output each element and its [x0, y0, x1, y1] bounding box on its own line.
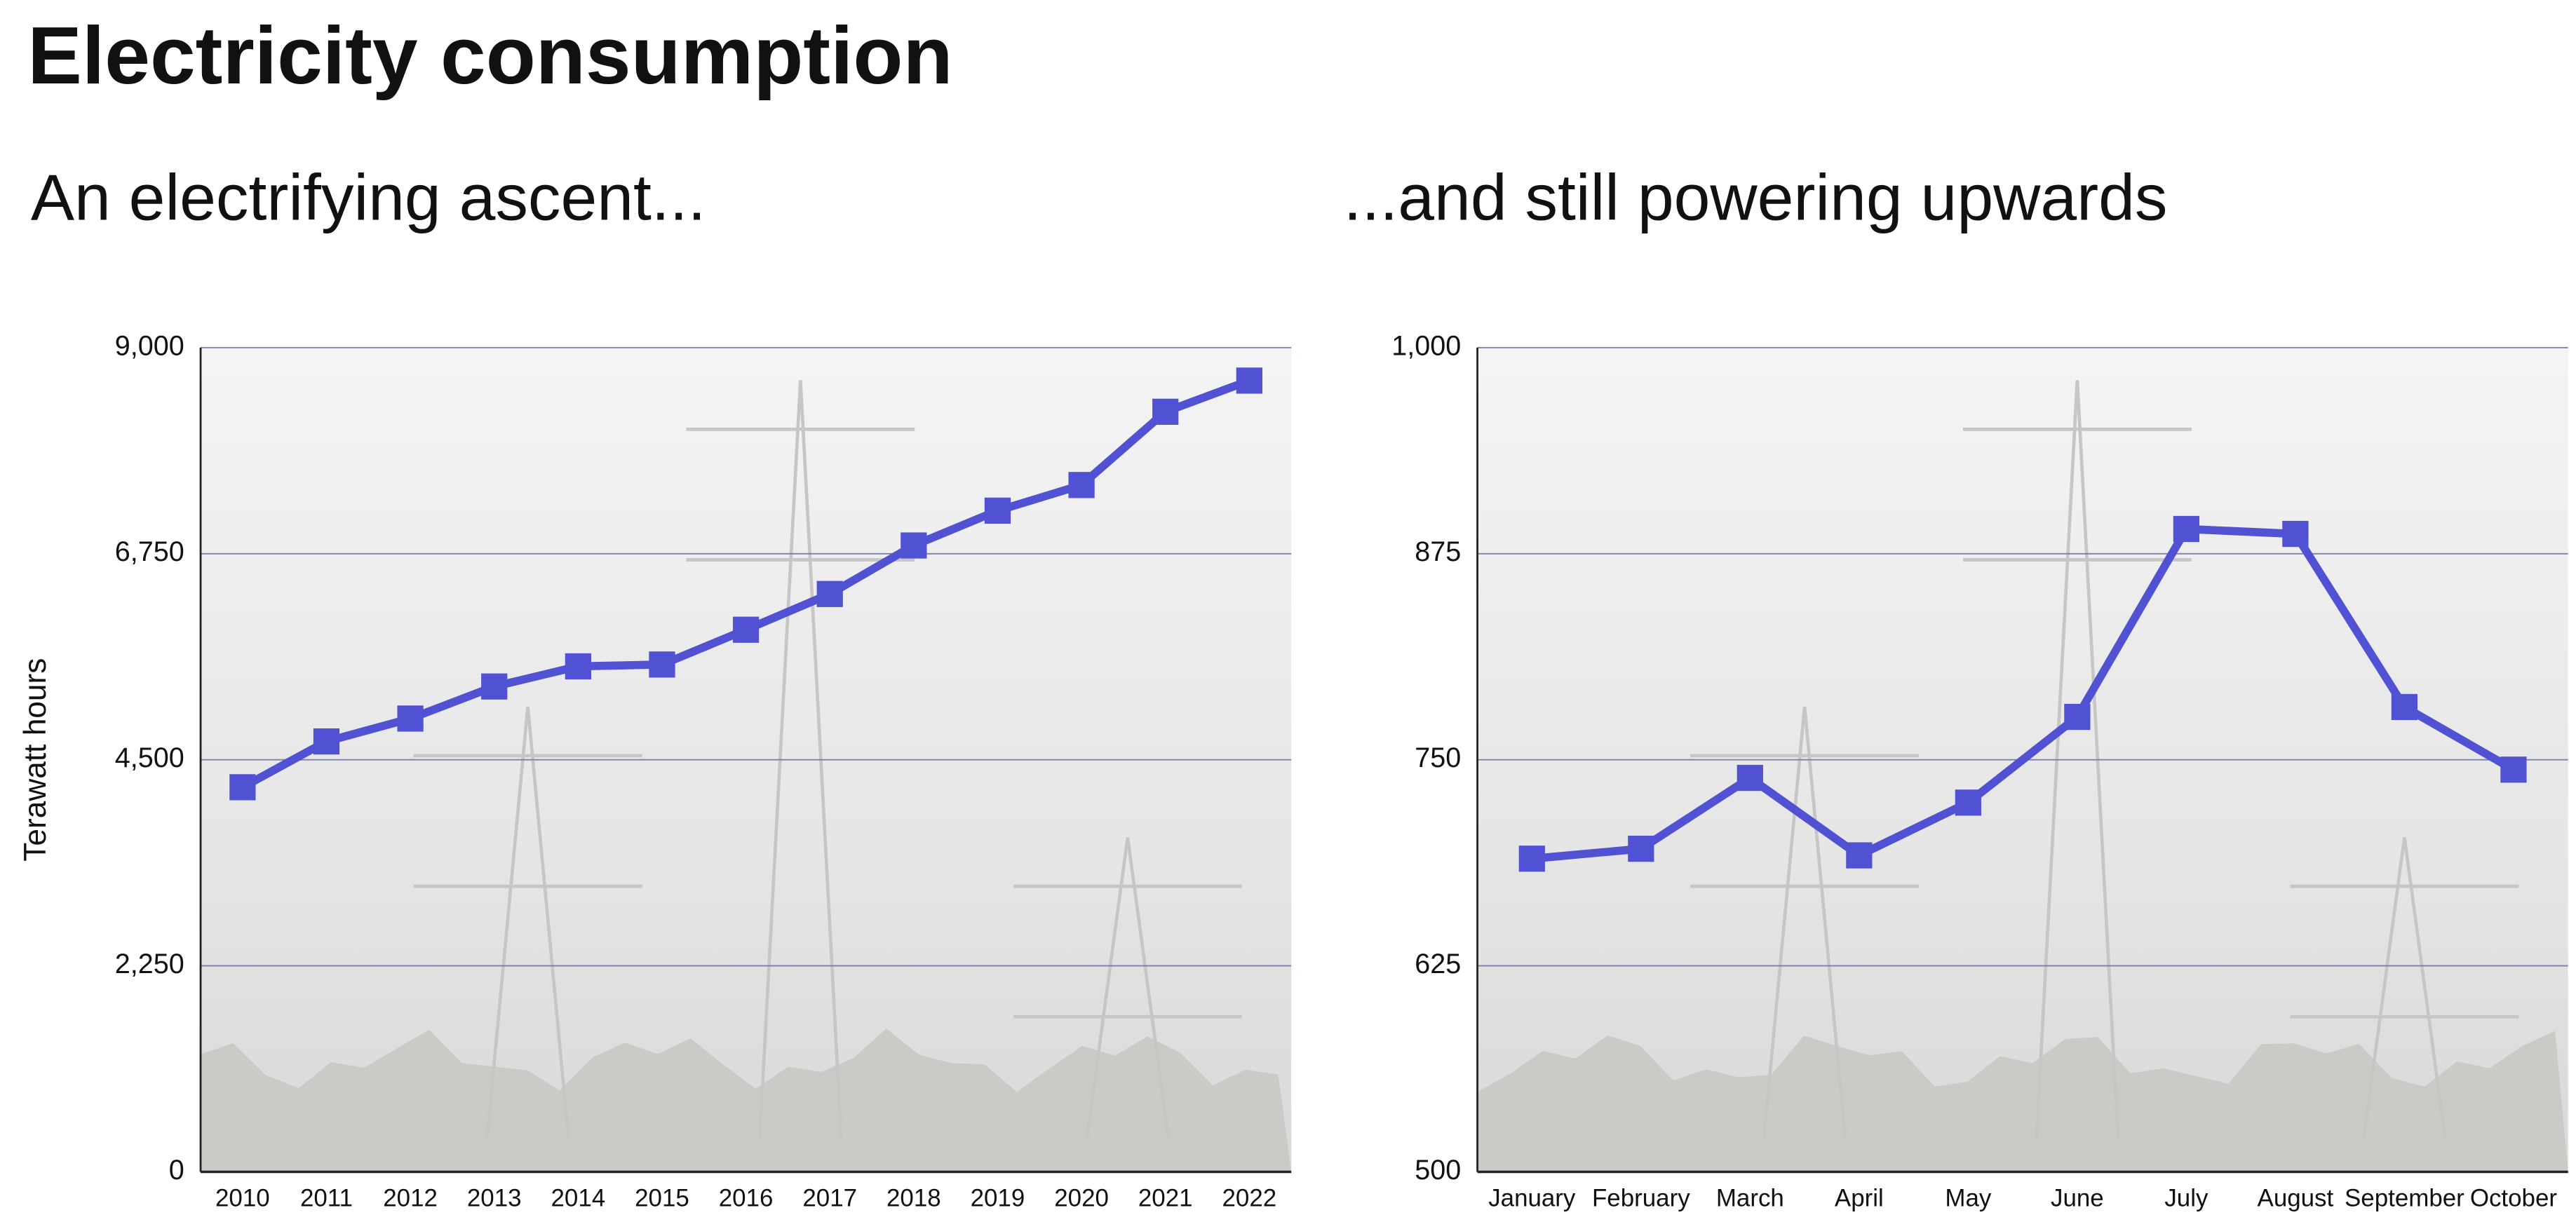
- y-axis-label: Terawatt hours: [18, 658, 53, 862]
- y-tick-label: 625: [1415, 949, 1461, 979]
- y-tick-label: 500: [1415, 1155, 1461, 1186]
- data-point: [397, 705, 424, 732]
- y-tick-label: 1,000: [1391, 330, 1461, 361]
- x-tick-label: September: [2345, 1184, 2464, 1211]
- data-point: [1628, 836, 1654, 862]
- pylon: [413, 706, 642, 1140]
- data-point: [1518, 846, 1545, 872]
- data-point: [1846, 842, 1873, 869]
- data-point: [229, 774, 256, 801]
- pylon: [1962, 380, 2192, 1140]
- pylon: [1013, 836, 1242, 1140]
- x-tick-label: July: [2164, 1184, 2209, 1211]
- data-point: [816, 580, 843, 607]
- page-title: Electricity consumption: [27, 10, 952, 101]
- x-tick-label: February: [1592, 1184, 1690, 1211]
- data-point: [2064, 703, 2091, 731]
- tree-line: [201, 1028, 1292, 1172]
- pylon: [686, 380, 915, 1140]
- x-tick-label: 2013: [467, 1184, 522, 1211]
- y-tick-label: 875: [1415, 536, 1461, 567]
- x-tick-label: January: [1488, 1184, 1576, 1211]
- subtitle: An electrifying ascent...: [31, 161, 706, 233]
- data-point: [2173, 515, 2200, 543]
- data-point: [1068, 472, 1095, 498]
- x-tick-label: 2016: [719, 1184, 774, 1211]
- x-tick-label: 2010: [215, 1184, 270, 1211]
- data-point: [2391, 693, 2418, 721]
- subtitle: ...and still powering upwards: [1344, 161, 2168, 233]
- x-tick-label: 2018: [886, 1184, 941, 1211]
- data-point: [1236, 367, 1262, 394]
- data-point: [565, 653, 591, 680]
- data-point: [1955, 789, 1981, 816]
- data-point: [1737, 764, 1763, 792]
- data-point: [481, 673, 508, 700]
- x-tick-label: 2014: [551, 1184, 606, 1211]
- x-tick-label: May: [1945, 1184, 1991, 1211]
- y-tick-label: 9,000: [115, 330, 184, 361]
- data-point: [732, 616, 760, 643]
- y-tick-label: 750: [1415, 742, 1461, 773]
- x-tick-label: August: [2258, 1184, 2334, 1211]
- data-point: [649, 651, 675, 678]
- pylon: [2290, 836, 2519, 1140]
- data-point: [1152, 398, 1179, 425]
- y-tick-label: 4,500: [115, 742, 184, 773]
- x-tick-label: 2021: [1138, 1184, 1193, 1211]
- x-tick-label: 2020: [1054, 1184, 1109, 1211]
- x-tick-label: 2017: [802, 1184, 857, 1211]
- x-tick-label: June: [2051, 1184, 2104, 1211]
- data-point: [984, 497, 1011, 524]
- x-tick-label: March: [1716, 1184, 1784, 1211]
- data-point: [2500, 756, 2527, 783]
- data-point: [901, 532, 927, 559]
- x-tick-label: October: [2470, 1184, 2558, 1211]
- x-tick-label: 2012: [383, 1184, 438, 1211]
- data-point: [313, 728, 340, 755]
- x-tick-label: 2011: [300, 1184, 353, 1211]
- tree-line: [1477, 1031, 2568, 1172]
- y-tick-label: 0: [169, 1155, 184, 1186]
- data-point: [2282, 520, 2309, 548]
- y-tick-label: 2,250: [115, 949, 184, 979]
- data-line: [1531, 524, 2516, 863]
- x-tick-label: 2022: [1222, 1184, 1277, 1211]
- pylon: [1690, 706, 1920, 1140]
- x-tick-label: 2015: [635, 1184, 689, 1211]
- x-tick-label: April: [1835, 1184, 1884, 1211]
- y-tick-label: 6,750: [115, 536, 184, 567]
- x-tick-label: 2019: [971, 1184, 1025, 1211]
